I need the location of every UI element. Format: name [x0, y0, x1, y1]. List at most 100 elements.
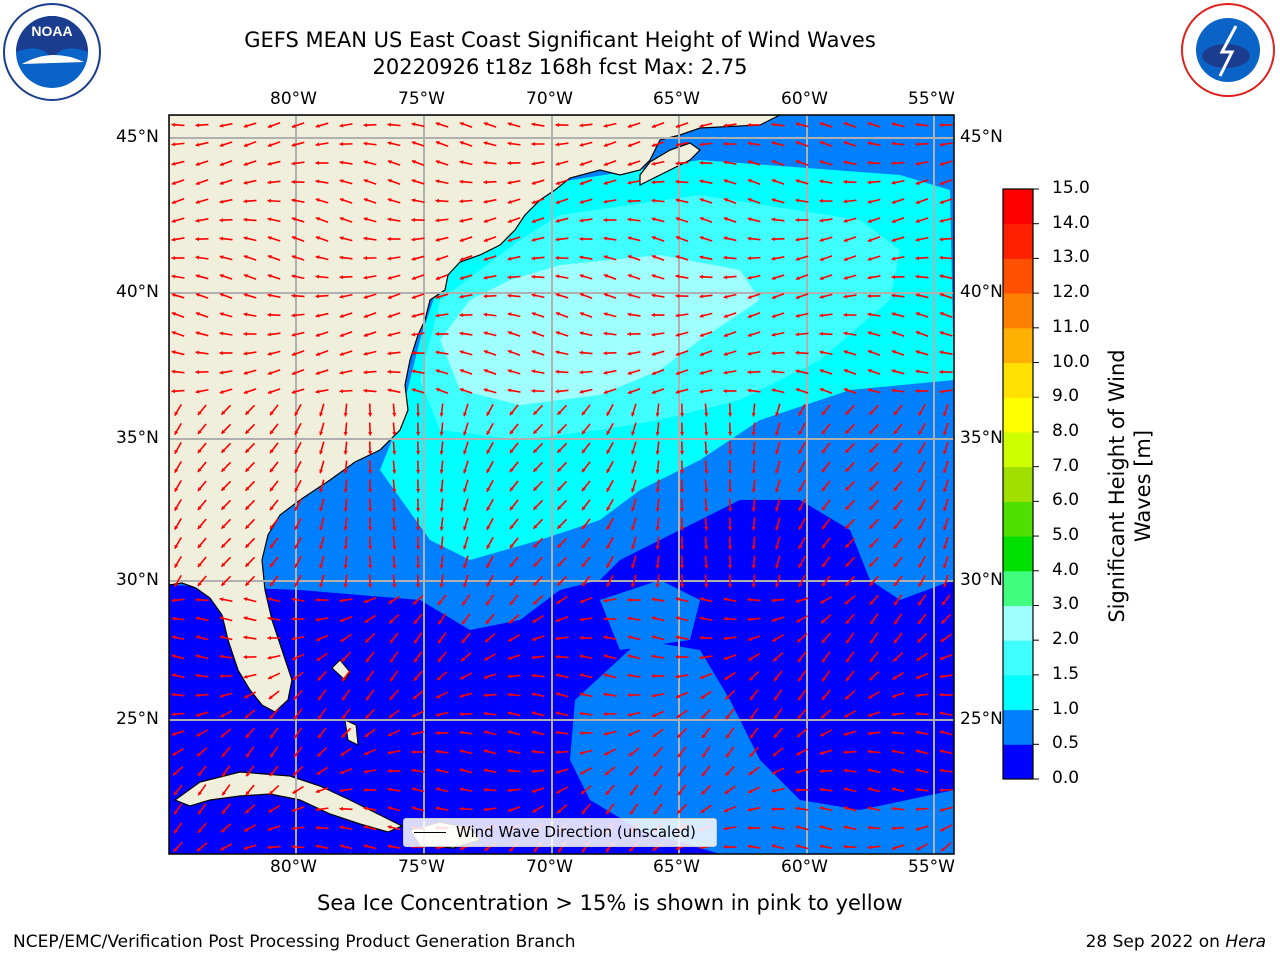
wind-wave-arrow-head: [435, 712, 440, 717]
wind-wave-arrow-head: [699, 635, 704, 640]
wind-wave-arrow-head: [174, 449, 179, 454]
wind-wave-arrow-head: [675, 313, 680, 318]
wind-wave-arrow-head: [439, 545, 444, 550]
wind-wave-arrow-head: [939, 218, 944, 223]
figure-subtitle: 20220926 t18z 168h fcst Max: 2.75: [372, 55, 748, 79]
wind-wave-arrow-head: [724, 808, 728, 813]
wind-wave-arrow-head: [651, 673, 655, 679]
figure-title: GEFS MEAN US East Coast Significant Heig…: [244, 28, 876, 52]
wind-wave-arrow-head: [507, 312, 512, 317]
wind-wave-arrow-head: [363, 806, 368, 811]
wind-wave-arrow-head: [366, 677, 370, 682]
wind-wave-arrow-head: [462, 601, 466, 606]
wind-wave-arrow-head: [772, 770, 777, 775]
wind-wave-arrow-head: [507, 350, 512, 354]
wind-wave-arrow-head: [339, 389, 344, 394]
wind-wave-arrow-head: [728, 507, 733, 512]
wind-wave-arrow-head: [845, 429, 850, 434]
wind-wave-arrow-head: [315, 236, 320, 240]
wind-wave-arrow-head: [869, 448, 874, 453]
wind-wave-arrow-head: [532, 808, 537, 813]
wind-wave-arrow-head: [891, 694, 896, 698]
wind-wave-arrow-head: [747, 217, 752, 222]
wind-wave-arrow-head: [339, 825, 344, 830]
wind-wave-arrow-head: [843, 238, 848, 242]
wind-wave-arrow-head: [821, 619, 825, 624]
wind-wave-arrow-head: [533, 448, 538, 453]
wind-wave-arrow-head: [291, 274, 296, 279]
wind-wave-arrow-head: [267, 255, 272, 259]
wind-wave-arrow-head: [319, 545, 324, 550]
wind-wave-arrow-head: [174, 430, 179, 435]
wind-wave-arrow-head: [747, 198, 752, 202]
wind-wave-arrow-head: [411, 806, 416, 811]
wind-wave-arrow-head: [459, 693, 464, 698]
wind-wave-arrow-head: [869, 524, 874, 529]
wind-wave-arrow-head: [939, 768, 944, 773]
wind-wave-arrow-head: [363, 825, 368, 830]
wind-wave-arrow-head: [531, 711, 536, 716]
wind-wave-arrow-head: [652, 733, 657, 737]
wind-wave-arrow-head: [555, 692, 560, 697]
wind-wave-arrow-head: [363, 141, 368, 146]
wind-wave-arrow-head: [416, 584, 421, 588]
wind-wave-arrow-head: [368, 583, 373, 588]
wind-wave-arrow-head: [392, 583, 397, 588]
wind-wave-arrow-head: [485, 620, 490, 624]
wind-wave-arrow-head: [891, 826, 896, 831]
wind-wave-arrow-head: [195, 123, 200, 128]
wind-wave-arrow-head: [555, 122, 559, 127]
wind-wave-arrow-head: [365, 638, 370, 643]
wind-wave-arrow-head: [340, 638, 345, 642]
wind-wave-arrow-head: [581, 790, 585, 795]
wind-wave-arrow-head: [943, 526, 947, 531]
wind-wave-arrow-head: [171, 218, 176, 223]
wind-wave-arrow-head: [555, 161, 560, 166]
wind-wave-arrow-head: [343, 564, 348, 569]
wind-wave-arrow-head: [555, 618, 560, 623]
wind-wave-arrow-head: [728, 431, 733, 436]
wind-wave-arrow-head: [627, 635, 632, 640]
colorbar-tick-label: 13.0: [1052, 247, 1090, 268]
wind-wave-arrow-head: [174, 544, 179, 549]
wind-wave-arrow-head: [918, 430, 923, 435]
wind-wave-arrow-head: [603, 236, 608, 241]
wind-wave-arrow-head: [603, 143, 608, 147]
colorbar-segment: [1003, 709, 1033, 745]
wind-wave-arrow-head: [459, 787, 464, 792]
wind-wave-arrow-head: [893, 525, 898, 530]
wind-wave-arrow-head: [819, 750, 824, 755]
wind-wave-arrow-head: [891, 331, 896, 335]
wind-wave-arrow-head: [531, 180, 536, 185]
wind-wave-arrow-head: [771, 788, 776, 793]
wind-wave-arrow-head: [680, 526, 685, 531]
wind-wave-arrow-head: [939, 692, 944, 697]
wind-wave-arrow-head: [557, 410, 562, 415]
wind-wave-arrow-head: [869, 562, 874, 567]
wind-wave-arrow-head: [198, 791, 202, 796]
wind-wave-arrow-head: [291, 198, 296, 203]
wind-wave-arrow-head: [413, 676, 418, 681]
wind-wave-arrow-head: [171, 654, 176, 659]
wind-wave-arrow-head: [795, 295, 800, 299]
wind-wave-arrow-head: [822, 658, 826, 663]
wind-wave-arrow-head: [795, 825, 800, 830]
wind-wave-arrow-head: [845, 619, 850, 624]
wind-wave-arrow-head: [627, 161, 632, 166]
wind-wave-arrow-head: [892, 675, 897, 680]
lon-tick-bottom: 55°W: [908, 857, 955, 877]
wind-wave-arrow-head: [845, 486, 850, 491]
wind-wave-arrow-head: [459, 179, 464, 184]
wind-wave-arrow-head: [246, 772, 250, 777]
wind-wave-arrow-head: [171, 616, 176, 621]
wind-wave-arrow-head: [387, 825, 392, 830]
wind-wave-arrow-head: [819, 825, 824, 830]
wind-wave-arrow-head: [747, 807, 752, 812]
wind-wave-arrow-head: [867, 199, 872, 204]
colorbar-segment: [1003, 327, 1033, 364]
wind-wave-arrow-head: [219, 162, 224, 166]
wind-wave-arrow-head: [318, 715, 322, 720]
wind-wave-arrow-head: [195, 654, 200, 659]
wind-wave-arrow-head: [171, 122, 176, 127]
wind-wave-arrow-head: [368, 450, 373, 455]
